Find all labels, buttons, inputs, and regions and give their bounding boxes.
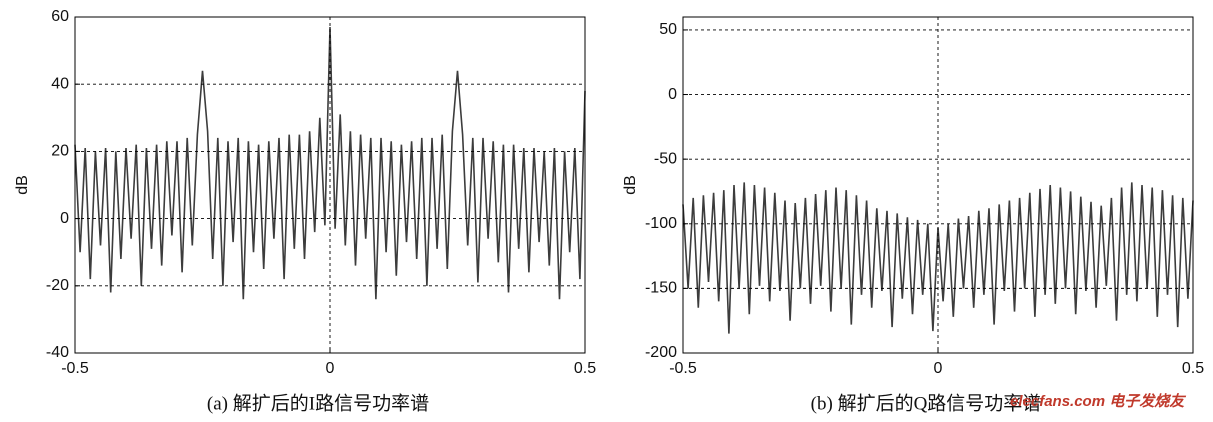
y-axis-label: dB bbox=[622, 175, 639, 195]
y-tick-label: -50 bbox=[654, 150, 677, 167]
y-tick-label: -150 bbox=[645, 280, 677, 297]
x-tick-label: 0.5 bbox=[1182, 360, 1204, 377]
x-tick-label: 0 bbox=[326, 360, 335, 377]
x-tick-label: 0 bbox=[934, 360, 943, 377]
caption: (a) 解扩后的I路信号功率谱 bbox=[207, 392, 429, 414]
spectrum-line bbox=[74, 27, 586, 300]
y-tick-label: 50 bbox=[659, 21, 677, 38]
y-tick-label: -20 bbox=[46, 277, 69, 294]
y-tick-label: -40 bbox=[46, 344, 69, 361]
x-tick-label: -0.5 bbox=[61, 360, 89, 377]
caption: (b) 解扩后的Q路信号功率谱 bbox=[811, 392, 1042, 414]
y-tick-label: 40 bbox=[51, 75, 69, 92]
x-tick-label: 0.5 bbox=[574, 360, 596, 377]
y-tick-label: 20 bbox=[51, 143, 69, 160]
x-tick-label: -0.5 bbox=[669, 360, 697, 377]
y-axis-label: dB bbox=[14, 175, 31, 195]
watermark: elecfans.com 电子发烧友 bbox=[1010, 393, 1186, 410]
y-tick-label: 0 bbox=[60, 210, 69, 227]
plot-frame bbox=[74, 16, 586, 354]
y-tick-label: 0 bbox=[668, 86, 677, 103]
y-tick-label: -100 bbox=[645, 215, 677, 232]
y-tick-label: 60 bbox=[51, 8, 69, 25]
plot-frame bbox=[682, 16, 1194, 354]
y-tick-label: -200 bbox=[645, 344, 677, 361]
